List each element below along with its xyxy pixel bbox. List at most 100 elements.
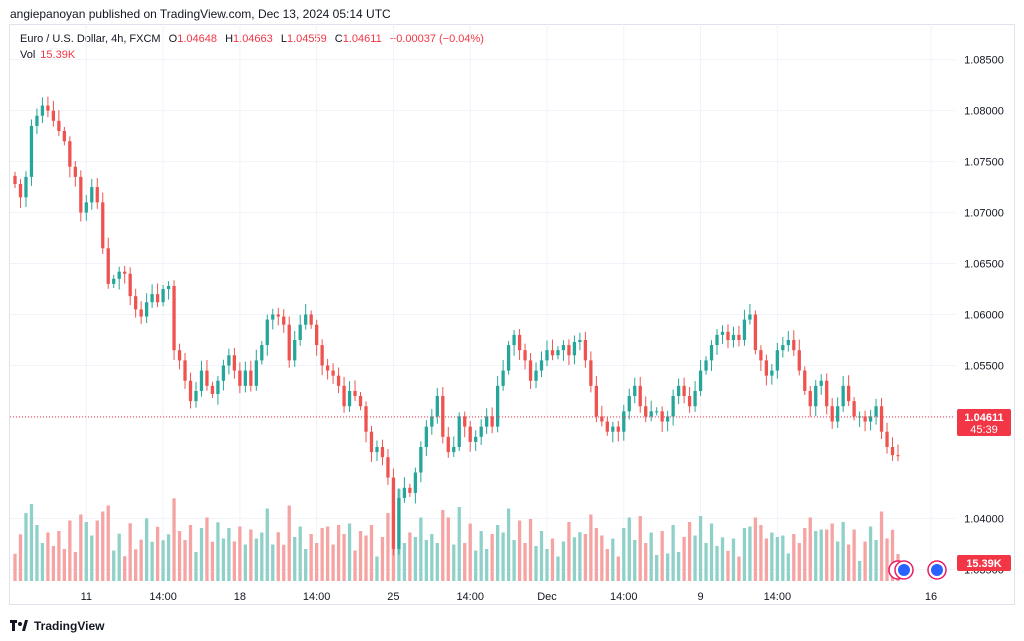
candle-body xyxy=(419,447,423,473)
candle-body xyxy=(868,416,873,422)
volume-bar xyxy=(188,525,193,581)
candle-body xyxy=(13,175,17,185)
candle-body xyxy=(254,360,258,386)
event-icon-2[interactable] xyxy=(927,560,947,580)
candle-body xyxy=(561,345,566,351)
candle-body xyxy=(435,396,439,417)
volume-bar xyxy=(682,537,686,581)
candle-body xyxy=(238,370,242,386)
candle-body xyxy=(594,385,598,417)
volume-bar xyxy=(287,505,291,581)
volume-bar xyxy=(364,535,368,581)
volume-bar xyxy=(583,534,588,581)
volume-bar xyxy=(709,523,714,581)
candle-body xyxy=(622,411,626,432)
candle-body xyxy=(463,416,467,427)
time-tick-label: 14:00 xyxy=(303,591,331,603)
price-tag-countdown: 45:39 xyxy=(970,424,998,436)
candle-body xyxy=(731,334,736,340)
volume-bar xyxy=(309,534,313,581)
candle-body xyxy=(128,273,132,297)
volume-bar xyxy=(660,531,664,581)
candle-body xyxy=(166,285,171,290)
volume-bar xyxy=(863,541,867,581)
volume-bar xyxy=(479,531,483,581)
candle-body xyxy=(556,350,560,356)
candle-body xyxy=(638,385,642,407)
symbol-name[interactable]: Euro / U.S. Dollar, 4h, FXCM xyxy=(20,33,161,45)
candle-body xyxy=(485,416,489,427)
candle-body xyxy=(578,339,582,343)
volume-bar xyxy=(90,535,94,581)
candle-body xyxy=(550,350,555,356)
volume-bar xyxy=(748,526,752,581)
open-label: O xyxy=(168,33,178,45)
volume-bar xyxy=(315,543,319,581)
candle-body xyxy=(709,345,714,361)
volume-bar xyxy=(106,505,110,581)
volume-bar xyxy=(726,550,730,581)
close-label: C xyxy=(334,33,343,45)
event-icon-1[interactable] xyxy=(888,560,914,580)
grid-lines xyxy=(10,24,955,583)
volume-bar xyxy=(194,552,198,581)
volume-bar xyxy=(495,525,500,581)
volume-bar xyxy=(84,522,88,581)
volume-bar xyxy=(567,522,571,581)
volume-bar xyxy=(325,526,330,581)
price-tag: 1.04611 45:39 xyxy=(957,409,1011,436)
volume-tag-value: 15.39K xyxy=(966,558,1002,570)
volume-bar xyxy=(501,532,505,581)
candle-body xyxy=(567,345,571,356)
volume-bar xyxy=(649,532,653,581)
candle-body xyxy=(748,314,752,320)
volume-bar xyxy=(112,550,116,581)
candle-body xyxy=(364,406,368,432)
volume-bar xyxy=(556,556,560,581)
volume-bar xyxy=(424,540,428,581)
candle-body xyxy=(260,345,264,361)
price-tick-label: 1.08500 xyxy=(964,55,1004,67)
candle-body xyxy=(786,339,790,346)
volume-bar xyxy=(24,513,28,581)
candle-body xyxy=(194,390,198,402)
candle-body xyxy=(770,370,774,376)
candle-body xyxy=(896,455,900,457)
volume-bars xyxy=(13,486,900,581)
candle-body xyxy=(68,141,72,167)
candle-body xyxy=(693,390,697,407)
candle-body xyxy=(134,296,138,310)
volume-bar xyxy=(814,531,818,581)
candle-body xyxy=(611,426,615,432)
candle-body xyxy=(468,426,472,442)
candle-body xyxy=(304,314,308,325)
volume-bar xyxy=(249,529,253,581)
volume-bar xyxy=(320,528,324,581)
volume-bar xyxy=(655,555,659,581)
candle-body xyxy=(874,406,878,417)
publish-header: angiepanoyan published on TradingView.co… xyxy=(10,7,391,21)
footer-brand[interactable]: TradingView xyxy=(34,619,105,633)
volume-bar xyxy=(868,526,873,581)
candle-body xyxy=(759,350,763,361)
candles xyxy=(13,96,900,556)
candle-body xyxy=(210,385,215,395)
candle-body xyxy=(517,334,522,351)
candle-body xyxy=(572,342,577,356)
volume-bar xyxy=(172,498,176,581)
volume-bar xyxy=(282,544,286,581)
volume-bar xyxy=(846,544,851,581)
volume-bar xyxy=(380,537,385,581)
high-value: 1.04663 xyxy=(233,33,273,45)
time-tick-label: Dec xyxy=(537,591,557,603)
volume-legend: Vol 15.39K xyxy=(20,49,75,61)
candle-body xyxy=(205,370,209,386)
candle-body xyxy=(781,345,785,351)
candle-body xyxy=(358,396,363,407)
candle-body xyxy=(589,360,593,386)
volume-label[interactable]: Vol xyxy=(20,49,36,61)
symbol-legend: Euro / U.S. Dollar, 4h, FXCM O1.04648 H1… xyxy=(20,33,484,45)
volume-bar xyxy=(199,528,204,581)
volume-bar xyxy=(293,537,297,581)
